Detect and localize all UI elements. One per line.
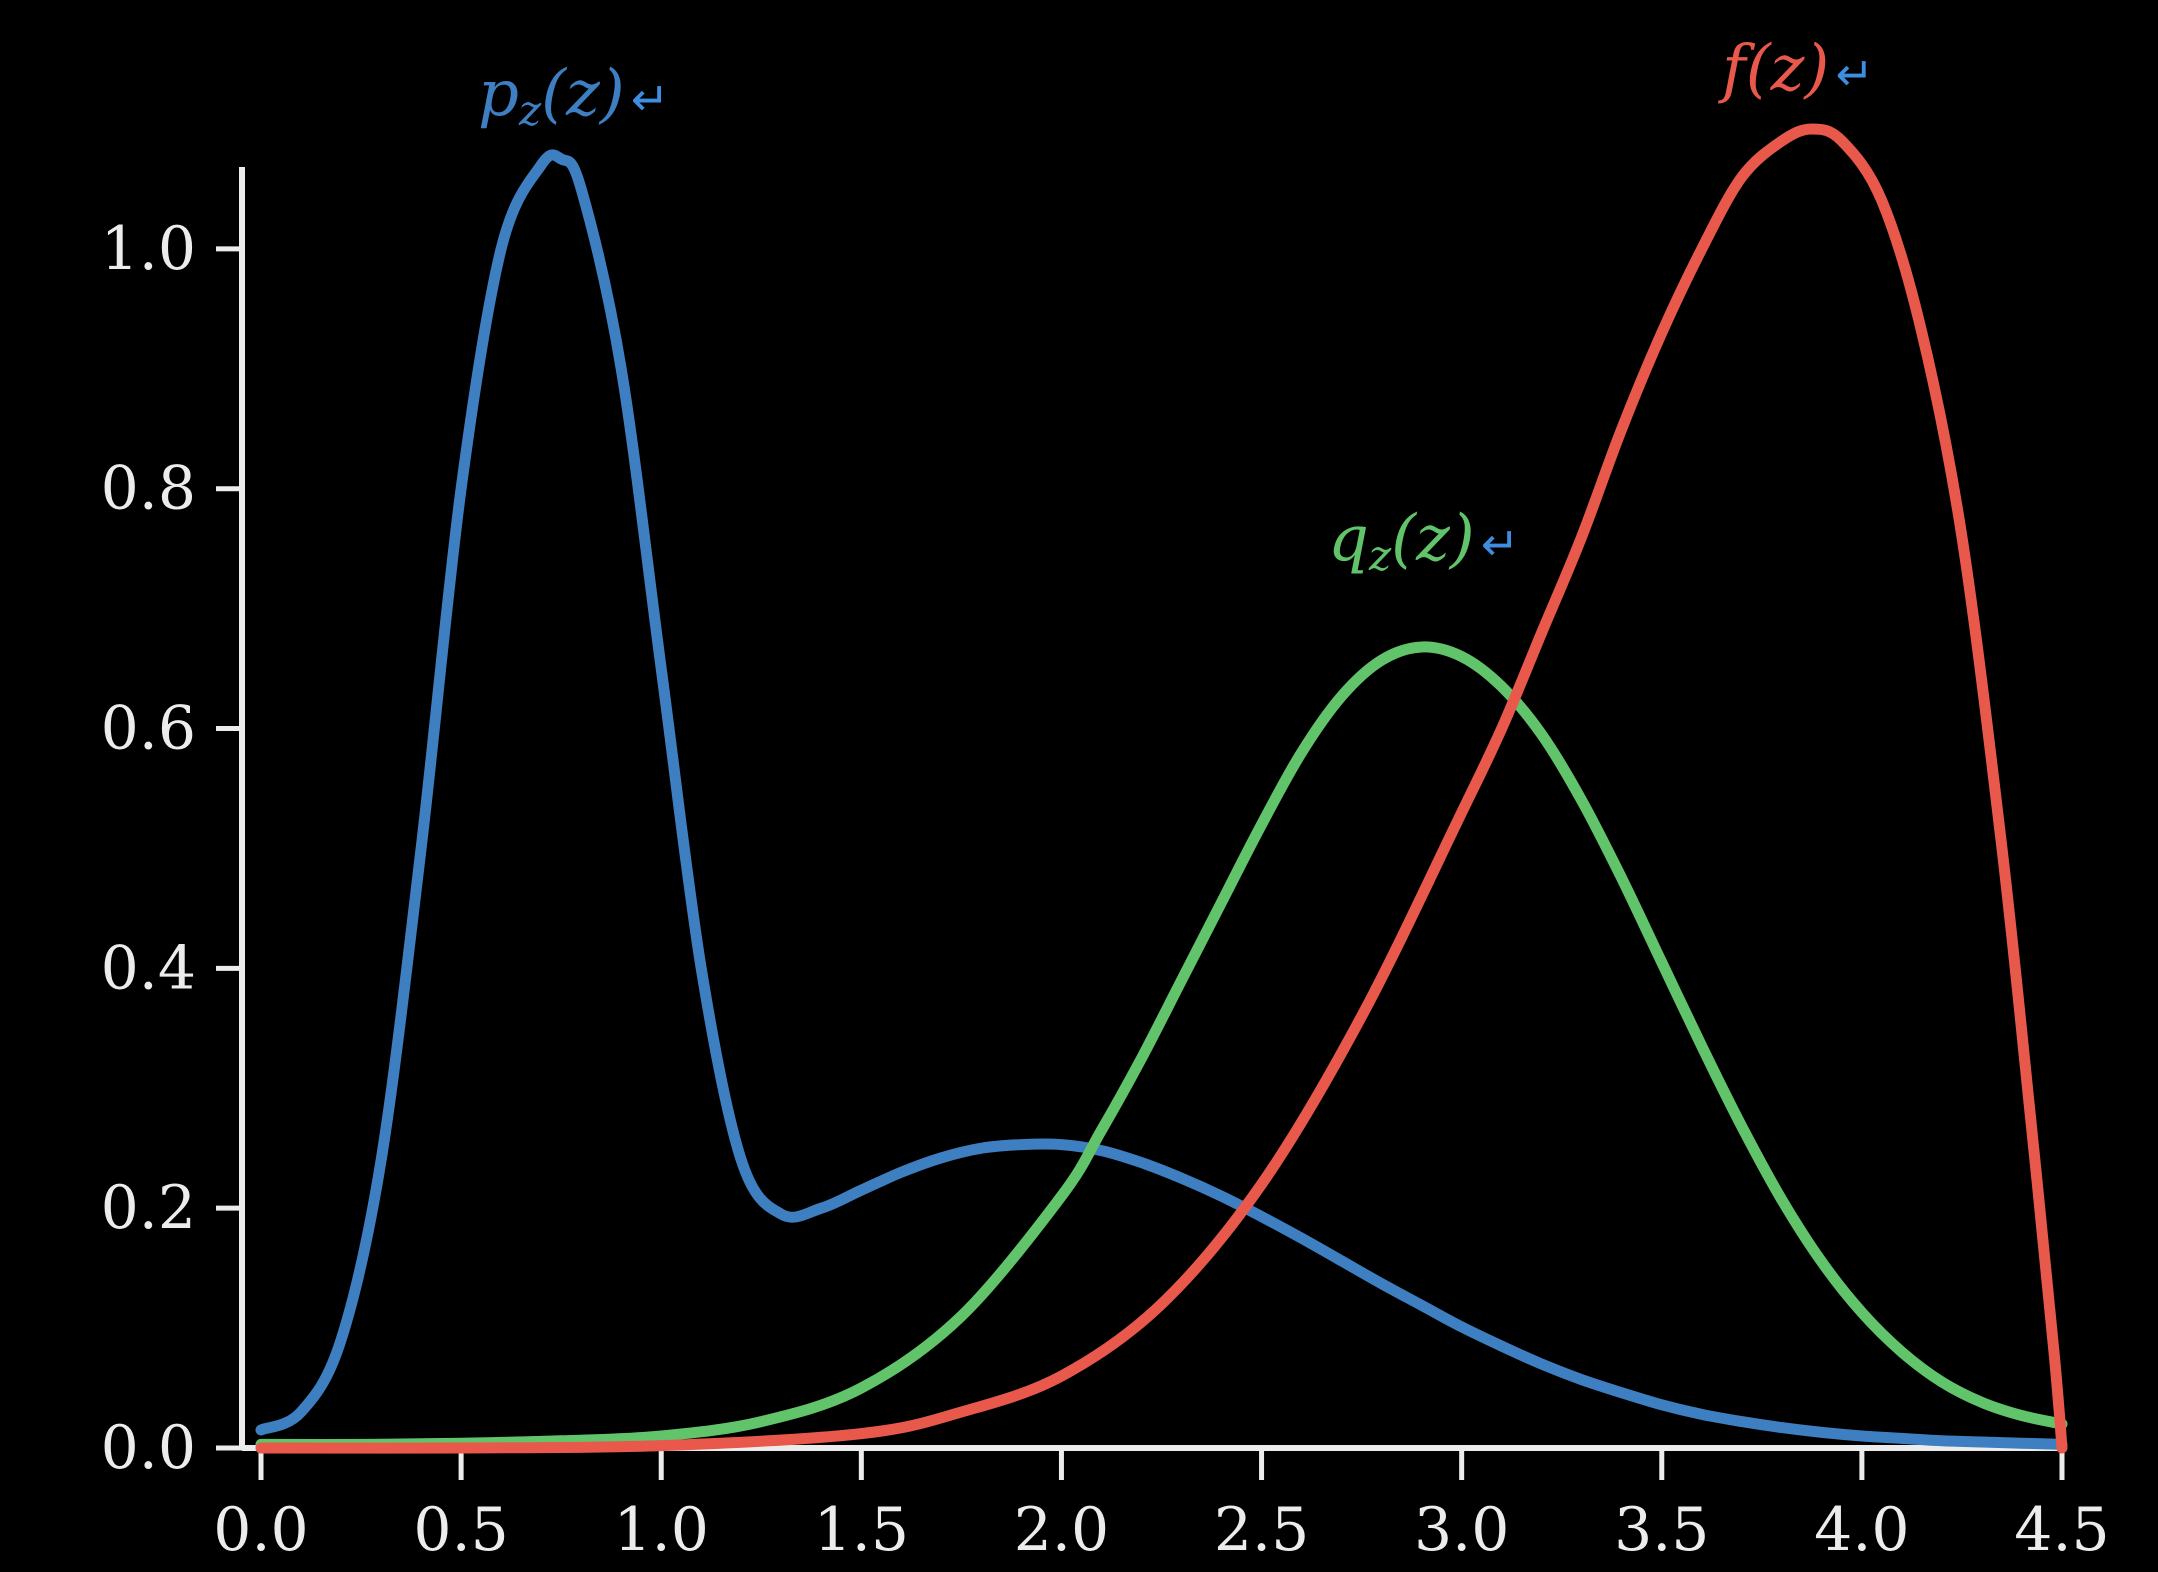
x-tick-label: 1.0 [614, 1495, 709, 1565]
y-tick-label: 0.2 [101, 1173, 196, 1243]
y-tick-label: 0.8 [101, 454, 196, 524]
series-label-f-args: (z) [1746, 32, 1830, 106]
x-tick-label: 0.0 [213, 1495, 308, 1565]
series-label-q-args: (z) [1391, 502, 1475, 576]
series-label-q-main: q [1328, 502, 1369, 576]
x-tick-label: 2.5 [1214, 1495, 1309, 1565]
return-arrow-icon: ↵ [1481, 517, 1520, 571]
y-tick-label: 1.0 [101, 214, 196, 284]
series-label-q-sub: z [1368, 531, 1392, 580]
y-tick-label: 0.6 [101, 694, 196, 764]
y-tick-label: 0.4 [101, 933, 196, 1003]
plot-area: 0.0 0.2 0.4 0.6 0.8 1.0 0.0 0.5 1.0 1.5 2.0 2.5 3.0 3… [101, 123, 2110, 1565]
series-line-q [255, 641, 2068, 1450]
x-tick-label: 2.0 [1014, 1495, 1109, 1565]
series-label-f: f(z) ↵ [1718, 32, 1874, 106]
series-label-q: qz(z) ↵ [1328, 502, 1519, 580]
x-tick-label: 0.5 [413, 1495, 508, 1565]
x-tick-label: 4.5 [2014, 1495, 2109, 1565]
y-tick-label: 0.0 [101, 1413, 196, 1483]
series-line-p [255, 149, 2068, 1450]
series-label-p: pz(z) ↵ [478, 57, 669, 135]
series-label-p-main: p [478, 57, 519, 131]
series-line-f [255, 123, 2068, 1454]
x-tick-label: 3.5 [1614, 1495, 1709, 1565]
return-arrow-icon: ↵ [631, 72, 670, 126]
svg-text:f(z)↵: f(z) ↵ [1718, 32, 1874, 106]
series-label-p-sub: z [518, 86, 542, 135]
x-tick-label: 3.0 [1414, 1495, 1509, 1565]
x-tick-label: 4.0 [1814, 1495, 1909, 1565]
series-label-p-args: (z) [541, 57, 625, 131]
svg-text:pz(z)↵: pz(z) ↵ [478, 57, 669, 135]
x-tick-label: 1.5 [814, 1495, 909, 1565]
return-arrow-icon: ↵ [1835, 47, 1874, 101]
svg-text:qz(z)↵: qz(z) ↵ [1328, 502, 1519, 580]
